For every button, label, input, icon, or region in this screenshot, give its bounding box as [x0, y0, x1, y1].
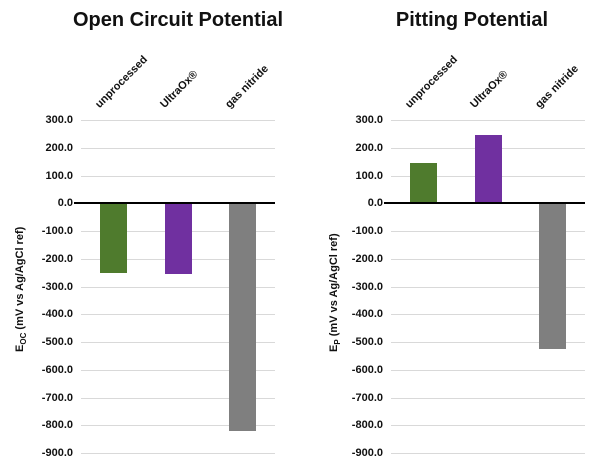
y-tick-label: -500.0 — [351, 336, 383, 348]
y-tick-label: -300.0 — [351, 280, 383, 293]
y-tick-label: -600.0 — [351, 363, 383, 376]
category-label: gas nitride — [532, 62, 581, 111]
y-tick-label: -400.0 — [351, 308, 383, 321]
y-tick-label: -100.0 — [351, 225, 383, 237]
gridline — [391, 258, 585, 260]
bar-unprocessed — [409, 163, 437, 204]
chart-title: Pitting Potential — [395, 9, 549, 31]
chart-title: Open Circuit Potential — [72, 9, 284, 31]
bar-unprocessed — [99, 203, 127, 273]
y-tick-label: -800.0 — [351, 419, 383, 432]
y-tick-label: -900.0 — [41, 447, 73, 459]
gridline — [81, 175, 275, 177]
gridline — [81, 453, 275, 454]
y-tick-label: 100.0 — [45, 169, 73, 182]
gridline — [391, 425, 585, 427]
y-tick-label: 300.0 — [45, 114, 73, 126]
bar-gas-nitride — [229, 203, 257, 431]
gridline — [81, 369, 275, 371]
gridline — [81, 314, 275, 316]
y-tick-label: -100.0 — [41, 225, 73, 237]
gridline — [391, 369, 585, 371]
gridline — [81, 120, 275, 121]
y-tick-label: -800.0 — [41, 419, 73, 432]
y-tick-label: 0.0 — [57, 197, 73, 210]
zero-axis-line — [74, 202, 275, 205]
bar-ultraox — [164, 203, 192, 275]
y-tick-label: 200.0 — [355, 141, 383, 154]
gridline — [81, 342, 275, 343]
category-label: UltraOx® — [158, 68, 201, 111]
gridline — [391, 314, 585, 316]
y-tick-label: -500.0 — [41, 336, 73, 348]
y-tick-label: 300.0 — [355, 114, 383, 126]
y-tick-label: -200.0 — [351, 252, 383, 265]
gridline — [391, 342, 585, 343]
y-tick-label: -700.0 — [351, 391, 383, 404]
bar-ultraox — [474, 135, 502, 204]
y-tick-label: -900.0 — [351, 447, 383, 459]
category-label: UltraOx® — [468, 68, 511, 111]
gridline — [391, 120, 585, 121]
bar-gas-nitride — [539, 203, 567, 349]
y-tick-label: -400.0 — [41, 308, 73, 321]
category-label: unprocessed — [403, 53, 461, 111]
open-circuit-potential-chart: Open Circuit Potential EOC (mV vs Ag/AgC… — [14, 9, 284, 459]
y-tick-label: 200.0 — [45, 141, 73, 154]
y-tick-label: -200.0 — [41, 252, 73, 265]
gridline — [391, 286, 585, 288]
y-tick-label: 0.0 — [367, 197, 383, 210]
category-label: gas nitride — [222, 62, 271, 111]
gridline — [391, 397, 585, 399]
y-tick-label: -600.0 — [41, 363, 73, 376]
gridline — [81, 147, 275, 149]
category-label: unprocessed — [93, 53, 151, 111]
gridline — [81, 286, 275, 288]
gridline — [391, 453, 585, 454]
y-tick-label: -300.0 — [41, 280, 73, 293]
y-tick-label: 100.0 — [355, 169, 383, 182]
gridline — [81, 425, 275, 427]
gridline — [391, 231, 585, 232]
zero-axis-line — [384, 202, 585, 205]
y-tick-label: -700.0 — [41, 391, 73, 404]
gridline — [81, 397, 275, 399]
pitting-potential-chart: Pitting Potential EP (mV vs Ag/AgCl ref)… — [300, 0, 600, 468]
